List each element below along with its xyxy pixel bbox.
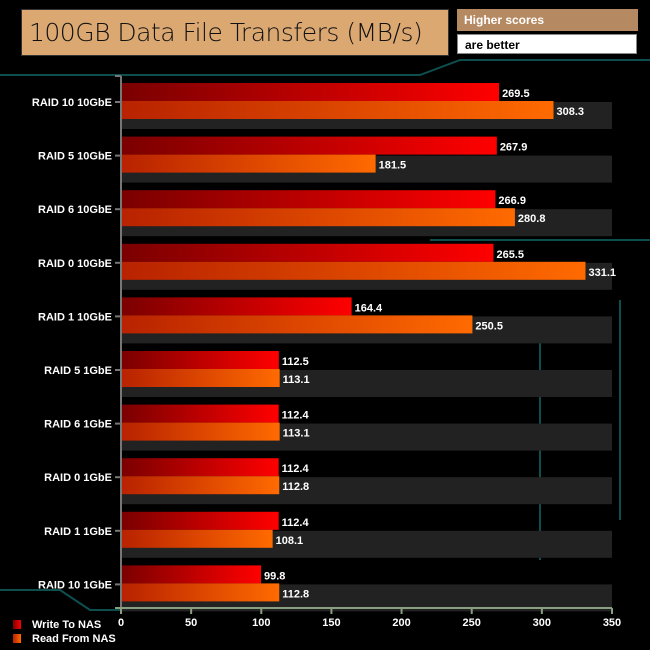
bar-read (121, 101, 554, 119)
data-label-write: 112.5 (282, 356, 309, 368)
x-tick-label: 50 (185, 617, 197, 629)
bar-write (121, 565, 262, 584)
bar-write (121, 404, 279, 423)
bar-write (121, 458, 279, 477)
category-label: RAID 10 10GbE (32, 97, 112, 109)
data-label-write: 265.5 (496, 249, 524, 261)
bar-read (121, 583, 280, 602)
category-label: RAID 6 1GbE (44, 419, 112, 431)
data-label-read: 112.8 (282, 588, 309, 600)
x-tick-label: 150 (322, 617, 340, 629)
category-label: RAID 10 1GbE (38, 579, 112, 591)
bar-write (121, 190, 496, 209)
legend-label-read: Read From NAS (32, 633, 116, 645)
data-label-read: 113.1 (283, 374, 310, 386)
bar-read (121, 476, 280, 495)
x-tick-label: 200 (392, 617, 410, 629)
x-tick-label: 300 (533, 617, 551, 629)
bar-write (121, 511, 279, 530)
bar-write (121, 351, 279, 369)
x-tick-label: 250 (463, 617, 481, 629)
data-label-write: 269.5 (502, 88, 530, 100)
data-label-read: 280.8 (518, 213, 546, 225)
bar-read (121, 208, 515, 227)
bar-read (121, 422, 280, 441)
category-label: RAID 5 10GbE (38, 151, 112, 163)
data-label-write: 112.4 (282, 517, 310, 529)
bar-read (121, 261, 586, 280)
x-tick-label: 0 (118, 617, 124, 629)
note-higher-scores: Higher scores (457, 9, 638, 31)
category-label: RAID 0 10GbE (38, 258, 112, 270)
data-label-write: 266.9 (498, 195, 526, 207)
data-label-read: 113.1 (283, 428, 310, 440)
bar-read (121, 369, 280, 387)
data-label-write: 112.4 (282, 463, 310, 475)
legend-swatch-read (13, 634, 21, 643)
data-label-read: 250.5 (475, 320, 503, 332)
legend-swatch-write (13, 620, 21, 629)
legend-label-write: Write To NAS (32, 619, 101, 631)
bar-read (121, 154, 376, 173)
category-label: RAID 6 10GbE (38, 204, 112, 216)
bar-write (121, 297, 352, 316)
data-label-write: 164.4 (355, 302, 383, 314)
note-are-better: are better (457, 34, 637, 54)
bar-read (121, 315, 473, 334)
category-label: RAID 1 1GbE (44, 526, 112, 538)
category-label: RAID 5 1GbE (44, 365, 112, 377)
bar-write (121, 136, 497, 155)
data-label-write: 267.9 (500, 142, 528, 154)
chart-title-box: 100GB Data File Transfers (MB/s) (21, 9, 449, 56)
x-tick-label: 350 (603, 617, 621, 629)
circuit-background (0, 59, 650, 611)
chart-title: 100GB Data File Transfers (MB/s) (29, 18, 423, 47)
category-label: RAID 0 1GbE (44, 472, 112, 484)
data-label-read: 108.1 (276, 535, 304, 547)
data-label-read: 181.5 (379, 160, 407, 172)
data-label-write: 99.8 (264, 570, 285, 582)
bar-read (121, 529, 273, 548)
category-label: RAID 1 10GbE (38, 311, 112, 323)
data-label-read: 308.3 (557, 106, 585, 118)
bar-write (121, 83, 500, 101)
data-label-read: 331.1 (588, 267, 616, 279)
x-tick-label: 100 (252, 617, 270, 629)
data-label-read: 112.8 (282, 481, 309, 493)
bar-write (121, 243, 494, 262)
data-label-write: 112.4 (282, 410, 310, 422)
